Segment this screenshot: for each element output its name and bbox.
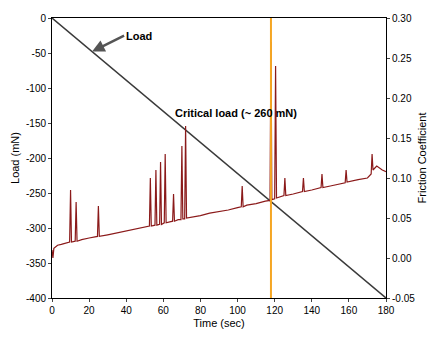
svg-text:0.00: 0.00 — [392, 253, 412, 264]
svg-text:-100: -100 — [26, 83, 46, 94]
svg-text:0.25: 0.25 — [392, 53, 412, 64]
svg-text:-50: -50 — [32, 48, 47, 59]
svg-text:0.10: 0.10 — [392, 173, 412, 184]
svg-text:Friction Coefficient: Friction Coefficient — [416, 113, 428, 204]
svg-text:-350: -350 — [26, 258, 46, 269]
svg-text:Time (sec): Time (sec) — [193, 317, 245, 329]
svg-text:Critical load (~ 260 mN): Critical load (~ 260 mN) — [175, 107, 297, 119]
svg-text:-400: -400 — [26, 293, 46, 304]
svg-text:140: 140 — [303, 305, 320, 316]
svg-text:Load (mN): Load (mN) — [9, 132, 21, 184]
svg-text:60: 60 — [158, 305, 170, 316]
svg-text:0: 0 — [40, 13, 46, 24]
svg-text:20: 20 — [84, 305, 96, 316]
svg-text:-200: -200 — [26, 153, 46, 164]
svg-text:-0.05: -0.05 — [392, 293, 415, 304]
svg-text:80: 80 — [195, 305, 207, 316]
svg-text:0.30: 0.30 — [392, 13, 412, 24]
svg-text:180: 180 — [378, 305, 395, 316]
svg-text:-300: -300 — [26, 223, 46, 234]
svg-text:0.20: 0.20 — [392, 93, 412, 104]
svg-text:0: 0 — [49, 305, 55, 316]
svg-text:Load: Load — [126, 30, 152, 42]
svg-text:100: 100 — [229, 305, 246, 316]
svg-text:-150: -150 — [26, 118, 46, 129]
svg-text:120: 120 — [266, 305, 283, 316]
svg-text:40: 40 — [121, 305, 133, 316]
svg-text:-250: -250 — [26, 188, 46, 199]
svg-text:160: 160 — [341, 305, 358, 316]
svg-text:0.05: 0.05 — [392, 213, 412, 224]
svg-text:0.15: 0.15 — [392, 133, 412, 144]
